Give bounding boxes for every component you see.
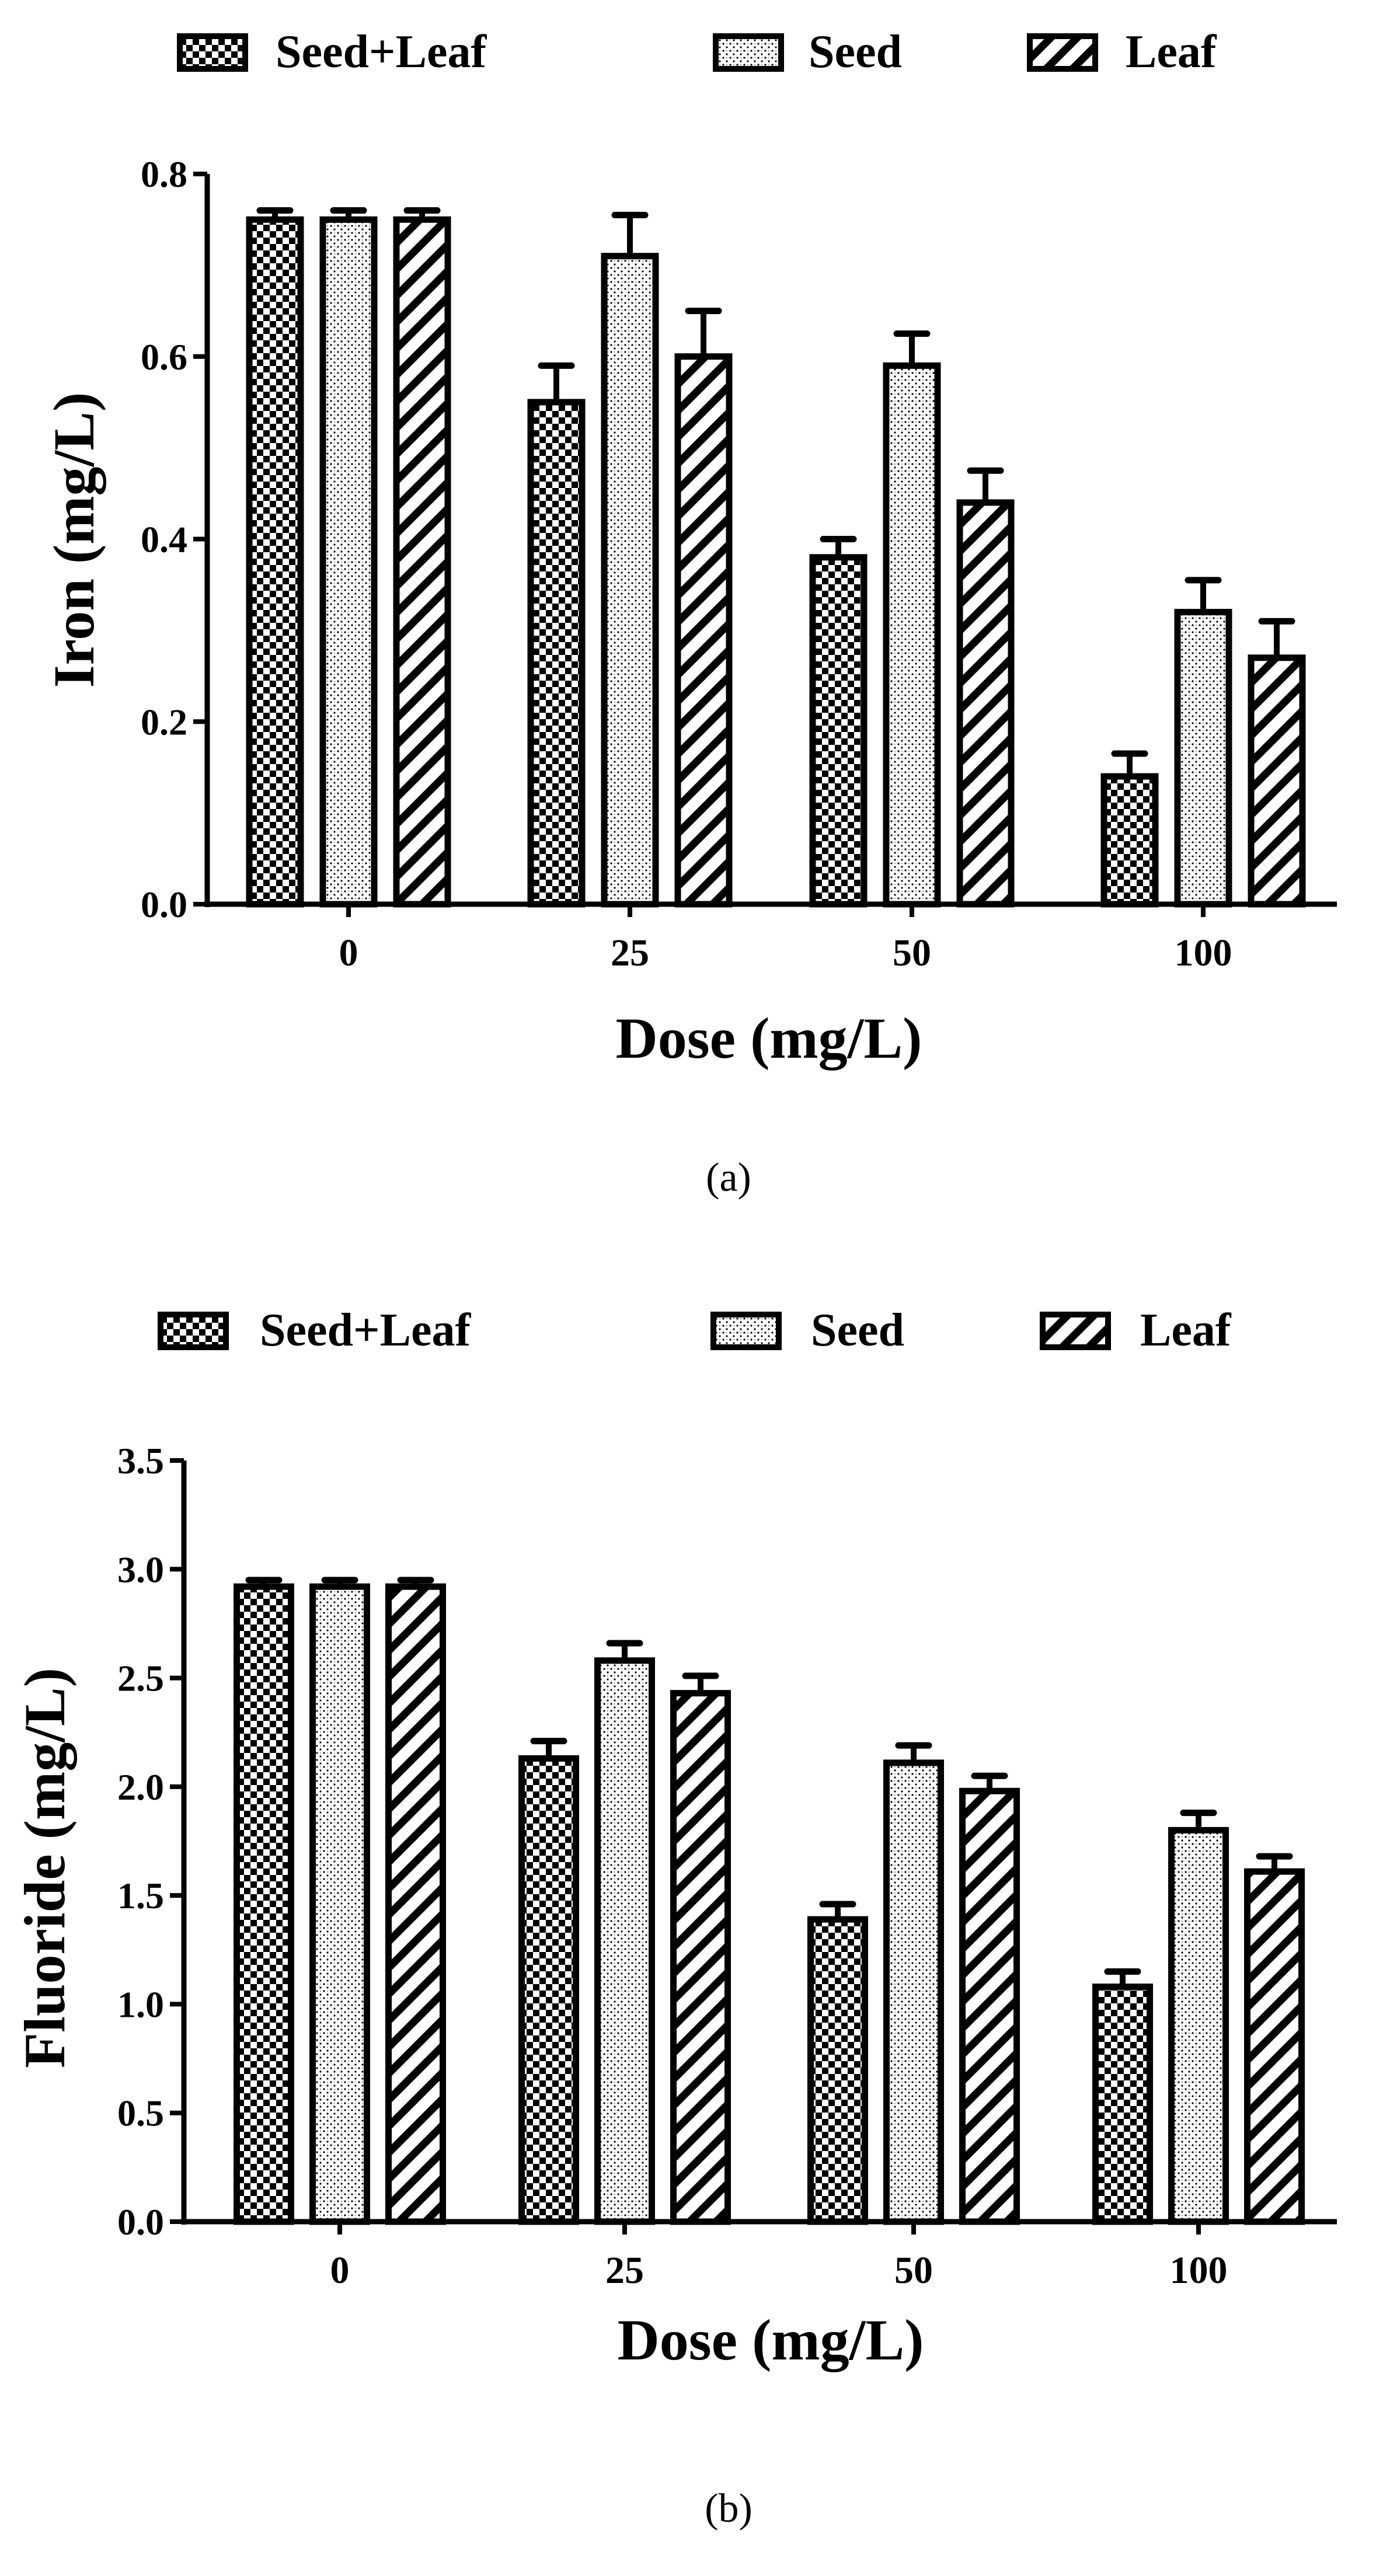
x-tick-label: 100 <box>1175 932 1232 974</box>
y-tick-label: 0.8 <box>141 154 187 195</box>
bar-leaf-0 <box>385 1583 446 2225</box>
bar-seed-leaf-100 <box>1100 773 1159 908</box>
plot-area: 0.0 0.5 1.0 1.5 2.0 2.5 3.0 3.5 0 25 50 100 <box>117 1440 1337 2292</box>
legend: Seed+Leaf Seed Leaf <box>177 26 1217 78</box>
y-tick-label: 3.0 <box>117 1549 164 1590</box>
panel-b: Seed+Leaf Seed Leaf 0.0 0.5 1.0 1.5 2.0 2.5 3.… <box>12 1305 1337 2531</box>
caption-b: (b) <box>705 2486 753 2531</box>
legend-swatch-seed-leaf <box>158 1312 229 1350</box>
bar-seed-leaf-25 <box>527 399 586 908</box>
legend-item-seed: Seed <box>710 1305 904 1356</box>
y-tick-label: 0.0 <box>141 884 187 925</box>
x-tick-label: 50 <box>894 2249 933 2292</box>
legend-item-seed: Seed <box>713 26 902 78</box>
bar-leaf-25 <box>670 1690 731 2225</box>
y-tick-label: 0.0 <box>117 2201 164 2243</box>
bar-seed-0 <box>319 216 378 908</box>
y-tick-label: 0.6 <box>141 336 187 378</box>
legend-swatch-seed <box>713 33 784 72</box>
x-tick-label: 100 <box>1170 2249 1228 2292</box>
bar-seed-50 <box>883 1759 944 2225</box>
y-axis-title: Fluoride (mg/L) <box>12 1668 77 2068</box>
bar-leaf-100 <box>1248 654 1306 908</box>
legend-label-seed-leaf: Seed+Leaf <box>260 1305 471 1356</box>
x-axis-title: Dose (mg/L) <box>618 2307 924 2372</box>
legend-label-seed: Seed <box>811 1305 904 1356</box>
legend-swatch-seed-leaf <box>177 33 248 72</box>
bar-seed-25 <box>594 1657 655 2225</box>
plot-area: 0.0 0.2 0.4 0.6 0.8 0 25 50 100 <box>141 154 1337 974</box>
bar-seed-100 <box>1174 609 1232 908</box>
legend-swatch-seed <box>710 1312 782 1350</box>
bar-seed-100 <box>1168 1826 1229 2225</box>
y-tick-label: 2.0 <box>117 1766 164 1808</box>
bar-seed-leaf-0 <box>234 1583 294 2225</box>
legend: Seed+Leaf Seed Leaf <box>158 1305 1232 1356</box>
bar-seed-25 <box>601 253 659 908</box>
legend-label-seed: Seed <box>809 26 902 78</box>
caption-a: (a) <box>706 1155 751 1200</box>
bar-seed-leaf-25 <box>518 1755 579 2225</box>
legend-swatch-leaf <box>1027 33 1098 72</box>
legend-item-seed-leaf: Seed+Leaf <box>158 1305 471 1356</box>
x-tick-label: 0 <box>339 932 358 974</box>
x-tick-label: 25 <box>605 2249 644 2292</box>
legend-label-leaf: Leaf <box>1140 1305 1232 1356</box>
y-tick-label: 0.4 <box>141 519 187 560</box>
bar-seed-leaf-50 <box>809 554 868 908</box>
bar-leaf-0 <box>393 216 451 908</box>
x-tick-label: 25 <box>611 932 649 974</box>
bar-seed-50 <box>883 362 941 908</box>
bar-leaf-25 <box>674 353 733 908</box>
bar-leaf-50 <box>959 1787 1020 2225</box>
bar-seed-0 <box>309 1583 370 2225</box>
legend-label-leaf: Leaf <box>1126 26 1217 78</box>
y-tick-label: 1.0 <box>117 1984 164 2025</box>
x-tick-label: 50 <box>893 932 931 974</box>
legend-label-seed-leaf: Seed+Leaf <box>276 26 487 78</box>
y-axis-title: Iron (mg/L) <box>41 392 106 688</box>
y-tick-label: 0.5 <box>117 2093 164 2134</box>
bar-seed-leaf-0 <box>246 216 304 908</box>
bar-seed-leaf-100 <box>1092 1984 1153 2225</box>
legend-swatch-leaf <box>1040 1312 1111 1350</box>
legend-item-seed-leaf: Seed+Leaf <box>177 26 487 78</box>
x-tick-label: 0 <box>330 2249 350 2292</box>
y-tick-label: 2.5 <box>117 1658 164 1699</box>
legend-item-leaf: Leaf <box>1040 1305 1232 1356</box>
bar-leaf-100 <box>1244 1868 1305 2225</box>
y-tick-label: 0.2 <box>141 701 187 743</box>
bar-leaf-50 <box>956 499 1015 908</box>
y-tick-label: 3.5 <box>117 1440 164 1482</box>
panel-a: Seed+Leaf Seed Leaf 0.0 0.2 0.4 0.6 0.8 0 25 50… <box>41 26 1337 1200</box>
bar-seed-leaf-50 <box>807 1916 868 2225</box>
legend-item-leaf: Leaf <box>1027 26 1217 78</box>
x-axis-title: Dose (mg/L) <box>616 1006 922 1071</box>
y-tick-label: 1.5 <box>117 1875 164 1916</box>
